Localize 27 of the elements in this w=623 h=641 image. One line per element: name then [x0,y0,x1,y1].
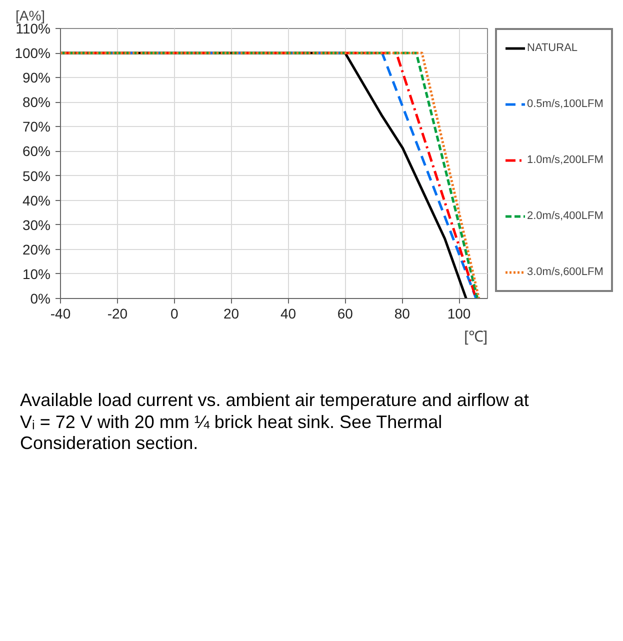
y-tick-label: 0% [30,290,50,306]
legend-label: 2.0m/s,400LFM [527,210,604,222]
x-tick-label: 80 [394,306,410,322]
y-axis-title: [A%] [16,8,46,24]
x-tick-label: -20 [107,306,128,322]
y-tick-label: 30% [22,216,51,233]
y-tick-label: 100% [14,45,51,62]
x-tick-label: 40 [280,306,296,322]
y-tick-label: 90% [22,70,51,86]
y-tick-label: 10% [22,266,51,282]
y-tick-label: 80% [22,94,51,110]
text: Available load current vs. ambient air temperature and airflow at Vᵢ = 72 V with 20 mm ¼ brick heat sink. See Thermal Consideration section. [20,390,530,455]
x-axis-title: [℃] [464,328,488,346]
legend-label: 0.5m/s,100LFM [527,98,604,110]
y-tick-label: 20% [22,241,51,258]
y-tick-label: 50% [22,168,51,184]
x-tick-label: 0 [170,306,178,322]
x-tick-label: 20 [224,306,240,322]
y-tick-label: 60% [22,143,51,160]
x-tick-label: 100 [447,306,471,322]
y-tick-label: 40% [22,192,51,208]
y-tick-label: 70% [22,118,51,135]
legend-label: 1.0m/s,200LFM [527,154,604,166]
x-tick-label: 60 [337,306,354,322]
x-tick-label: -40 [50,306,71,322]
legend-label: NATURAL [527,42,578,54]
legend-label: 3.0m/s,600LFM [527,266,604,278]
